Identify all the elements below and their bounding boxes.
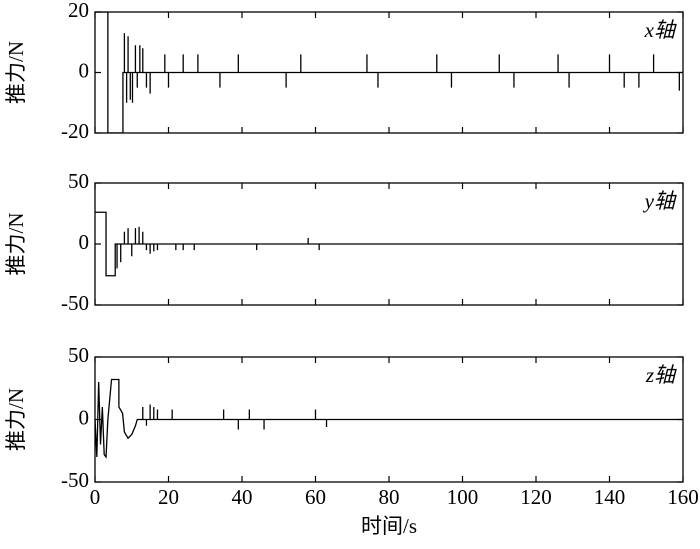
- x-tick-label: 100: [447, 485, 479, 509]
- y-tick-label: 0: [79, 405, 90, 429]
- y-tick-label: 0: [79, 58, 90, 82]
- x-axis-label: 时间/s: [361, 514, 417, 538]
- panel-annotation: z轴: [645, 363, 677, 387]
- y-axis-label: 推力/N: [4, 388, 28, 451]
- x-tick-label: 40: [232, 485, 253, 509]
- y-tick-label: -50: [61, 468, 89, 492]
- x-tick-label: 60: [305, 485, 326, 509]
- y-tick-label: -50: [61, 291, 89, 315]
- x-tick-label: 120: [520, 485, 552, 509]
- panel-annotation: y轴: [643, 189, 677, 213]
- y-tick-label: 50: [68, 169, 89, 193]
- x-tick-label: 80: [379, 485, 400, 509]
- y-axis-label: 推力/N: [4, 41, 28, 104]
- x-tick-label: 20: [158, 485, 179, 509]
- y-tick-label: 50: [68, 343, 89, 367]
- series-line: [95, 12, 683, 133]
- series-line: [95, 378, 683, 459]
- y-tick-label: 20: [68, 0, 89, 22]
- x-tick-label: 140: [594, 485, 626, 509]
- plot-frame: [94, 182, 684, 306]
- plot-frame: [94, 356, 684, 483]
- y-tick-label: 0: [79, 230, 90, 254]
- panel-annotation: x轴: [644, 18, 677, 42]
- y-axis-label: 推力/N: [4, 213, 28, 276]
- x-tick-label: 160: [667, 485, 699, 509]
- series-line: [95, 211, 683, 277]
- y-tick-label: -20: [61, 119, 89, 143]
- plot-frame: [94, 11, 684, 134]
- x-tick-label: 0: [90, 485, 101, 509]
